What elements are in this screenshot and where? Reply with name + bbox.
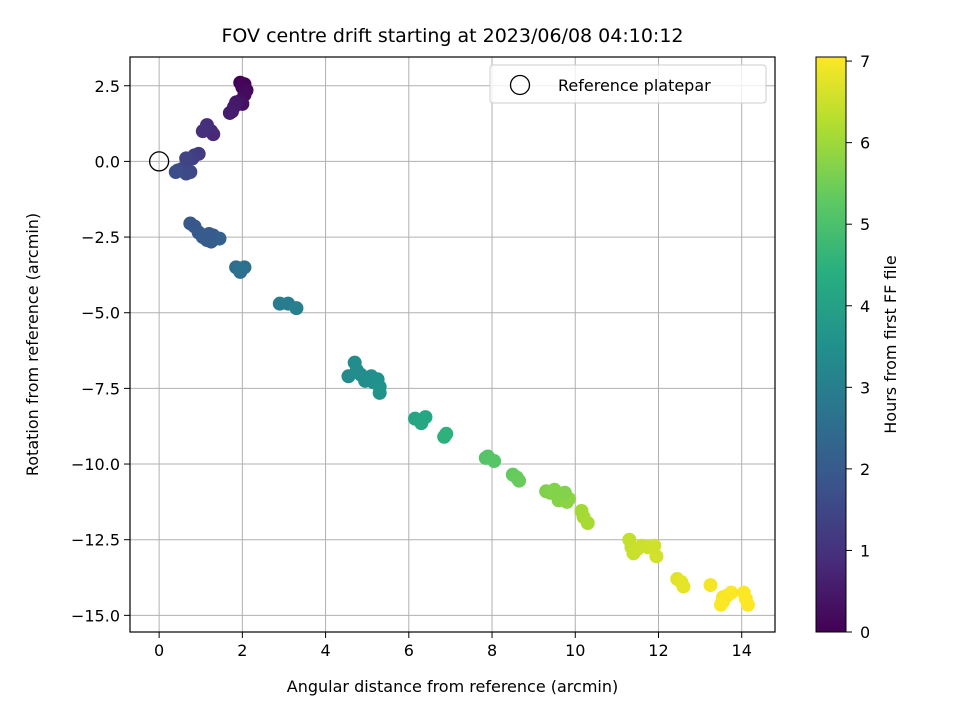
y-tick-label: −5.0 [81, 304, 120, 323]
data-point [557, 485, 572, 500]
colorbar-tick-label: 0 [860, 623, 870, 642]
data-point [649, 549, 664, 564]
data-point [647, 538, 662, 553]
legend-label-reference-platepar: Reference platepar [558, 76, 711, 95]
colorbar-tick-label: 4 [860, 297, 870, 316]
y-tick-label: 2.5 [95, 77, 120, 96]
colorbar-ticks: 0 1 2 3 4 5 6 7 [846, 52, 870, 642]
data-point [580, 516, 595, 531]
data-point [740, 597, 755, 612]
legend-marker-open-circle [509, 74, 531, 96]
y-axis: 2.5 0.0 −2.5 −5.0 −7.5 −10.0 −12.5 −15.0 [71, 77, 130, 625]
data-point [233, 261, 248, 276]
reference-platepar-marker [148, 151, 170, 172]
colorbar-tick-label: 5 [860, 215, 870, 234]
data-point [676, 579, 691, 594]
data-point [202, 227, 217, 242]
y-tick-label: −10.0 [71, 455, 120, 474]
data-point [372, 385, 387, 400]
plot-frame [129, 56, 776, 633]
data-point [487, 454, 502, 469]
x-tick-label: 6 [404, 641, 414, 660]
data-point [703, 578, 718, 593]
colorbar-tick-label: 6 [860, 134, 870, 153]
colorbar-gradient [815, 56, 847, 633]
colorbar-tick-label: 1 [860, 541, 870, 560]
y-tick-label: −2.5 [81, 228, 120, 247]
x-tick-label: 2 [237, 641, 247, 660]
data-point [512, 473, 527, 488]
colorbar-tick-label: 2 [860, 460, 870, 479]
legend-box [489, 64, 767, 104]
data-point [195, 124, 210, 139]
data-point [713, 597, 728, 612]
colorbar-tick-label: 3 [860, 378, 870, 397]
chart-title: FOV centre drift starting at 2023/06/08 … [221, 25, 683, 47]
x-tick-label: 8 [487, 641, 497, 660]
data-point [179, 151, 194, 166]
x-axis: 0 2 4 6 8 10 12 14 [154, 632, 752, 660]
x-tick-label: 4 [320, 641, 330, 660]
y-tick-label: 0.0 [95, 152, 120, 171]
y-tick-label: −12.5 [71, 531, 120, 550]
legend: Reference platepar [489, 64, 767, 104]
colorbar-label: Hours from first FF file [881, 255, 900, 434]
x-tick-label: 0 [154, 641, 164, 660]
y-axis-label: Rotation from reference (arcmin) [23, 213, 42, 476]
data-points [148, 75, 755, 612]
data-point [439, 426, 454, 441]
x-tick-label: 12 [648, 641, 668, 660]
colorbar-tick-label: 7 [860, 52, 870, 71]
data-point [418, 410, 433, 425]
x-tick-label: 10 [565, 641, 585, 660]
y-tick-label: −15.0 [71, 606, 120, 625]
x-axis-label: Angular distance from reference (arcmin) [287, 677, 618, 696]
y-tick-label: −7.5 [81, 379, 120, 398]
data-point [222, 105, 237, 120]
x-tick-label: 14 [732, 641, 752, 660]
data-point [724, 585, 739, 600]
data-point [168, 165, 183, 179]
grid-lines [130, 57, 775, 632]
data-point [289, 301, 304, 316]
colorbar: 0 1 2 3 4 5 6 7 Hours from first FF file [815, 52, 900, 642]
